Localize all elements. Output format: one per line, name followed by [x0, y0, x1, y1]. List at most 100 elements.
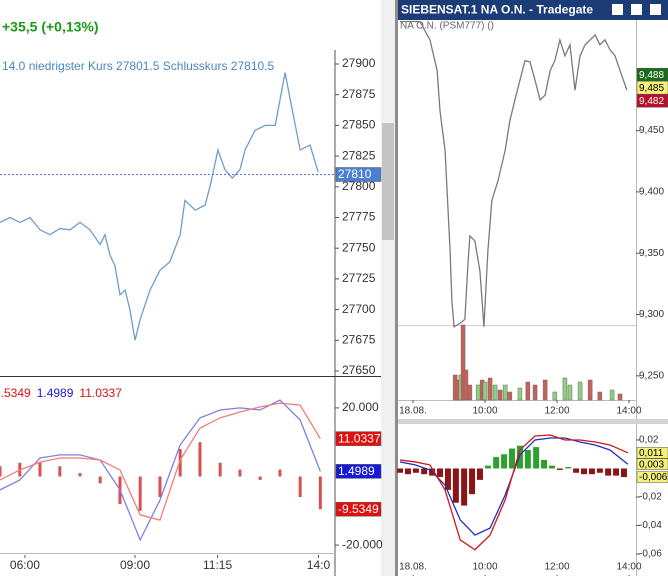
window-button[interactable]: [612, 4, 623, 15]
histogram-bar: [238, 469, 242, 477]
series-line: [399, 434, 629, 551]
x-tick-label: 12:00: [544, 562, 569, 573]
x-tick-label: 12:00: [544, 406, 569, 417]
volume-bar: [587, 379, 593, 401]
histogram-bar: [573, 468, 580, 473]
histogram-bar: [620, 468, 627, 478]
histogram-bar: [218, 462, 222, 477]
histogram-bar: [565, 467, 572, 469]
histogram-bar: [421, 468, 428, 475]
right-pane-divider: [398, 419, 668, 424]
value-marker: [636, 447, 668, 459]
histogram-bar: [493, 457, 500, 469]
histogram-bar: [318, 476, 322, 510]
volume-bar: [542, 379, 548, 401]
volume-bar: [552, 391, 558, 401]
value-marker: [636, 93, 668, 108]
histogram-bar: [476, 468, 483, 480]
volume-bar: [609, 389, 615, 401]
y-tick-label: -0,02: [639, 492, 662, 503]
y-tick-label: -0,06: [639, 549, 662, 560]
volume-bar: [492, 384, 498, 401]
histogram-bar: [58, 466, 62, 477]
value-marker-label: 27810: [338, 167, 372, 181]
histogram-bar: [78, 473, 82, 477]
volume-bar: [463, 369, 469, 401]
x-tick-label: 10:00: [472, 562, 497, 573]
histogram-bar: [178, 449, 182, 477]
volume-bar: [577, 381, 583, 401]
y-tick-label: 27800: [342, 179, 376, 193]
x-tick-label: 06:00: [10, 558, 40, 572]
histogram-bar: [524, 449, 531, 469]
histogram-bar: [605, 468, 612, 476]
window-titlebar: [398, 0, 668, 20]
series-line: [0, 72, 319, 341]
histogram-bar: [0, 466, 2, 477]
histogram-bar: [484, 465, 491, 469]
histogram-bar: [444, 468, 451, 490]
volume-bar: [467, 384, 473, 401]
volume-bar: [460, 324, 466, 401]
volume-bar: [487, 377, 493, 401]
histogram-bar: [198, 442, 202, 477]
histogram-bar: [548, 465, 555, 469]
value-marker-label: 0,003: [639, 459, 664, 470]
value-marker: [335, 431, 382, 446]
value-marker-label: 9,482: [639, 96, 664, 107]
histogram-bar: [501, 454, 508, 469]
volume-bar: [562, 377, 568, 401]
x-tick-label: 09:00: [120, 558, 150, 572]
chart-subtitle: NA O.N. (PSM777) (): [400, 21, 494, 32]
histogram-bar: [158, 476, 162, 498]
scrollbar-track: [381, 0, 395, 576]
y-tick-label: 27700: [342, 302, 376, 316]
histogram-bar: [397, 468, 404, 473]
macd-readout: -9.5349 1.4989 11.0337: [0, 386, 122, 400]
histogram-bar: [541, 459, 548, 469]
left-panel: [0, 0, 395, 576]
y-tick-label: 27825: [342, 148, 376, 162]
value-marker: [335, 167, 382, 182]
histogram-bar: [98, 476, 102, 484]
y-tick-label: 27900: [342, 56, 376, 70]
value-marker-label: -9.5349: [338, 502, 379, 516]
value-marker: [636, 458, 668, 470]
histogram-bar: [596, 468, 603, 473]
y-tick-label: 27650: [342, 363, 376, 377]
y-tick-label: 27775: [342, 210, 376, 224]
y-tick-label: 20.000: [342, 400, 379, 414]
window-button[interactable]: [650, 4, 661, 15]
y-tick-label: 27875: [342, 87, 376, 101]
value-marker-label: 0,011: [639, 448, 664, 459]
volume-bar: [497, 389, 503, 401]
histogram-bar: [516, 445, 523, 469]
scrollbar-thumb[interactable]: [382, 123, 394, 240]
histogram-bar: [452, 468, 459, 503]
histogram-bar: [533, 447, 540, 469]
histogram-bar: [469, 468, 476, 495]
right-panel: [398, 0, 668, 576]
x-tick-label: 10:00: [472, 406, 497, 417]
x-tick-label: 14:0: [307, 558, 331, 572]
histogram-bar: [404, 468, 411, 475]
y-tick-label: 27850: [342, 118, 376, 132]
window-button[interactable]: [631, 4, 642, 15]
value-marker-label: 11.0337: [338, 431, 381, 445]
value-marker: [335, 501, 382, 517]
histogram-bar: [588, 468, 595, 475]
y-tick-label: 9,300: [639, 309, 664, 320]
y-tick-label: 27750: [342, 240, 376, 254]
y-tick-label: -0,04: [639, 520, 662, 531]
volume-bar: [482, 381, 488, 401]
volume-bar: [502, 384, 508, 401]
volume-bar: [567, 384, 573, 401]
histogram-bar: [138, 476, 142, 511]
x-tick-label: 14:00: [617, 406, 642, 417]
series-line: [0, 399, 321, 542]
y-tick-label: 9,400: [639, 187, 664, 198]
window-title: SIEBENSAT.1 NA O.N. - Tradegate: [401, 3, 593, 17]
change-header: +35,5 (+0,13%): [2, 19, 99, 35]
histogram-bar: [509, 448, 516, 469]
